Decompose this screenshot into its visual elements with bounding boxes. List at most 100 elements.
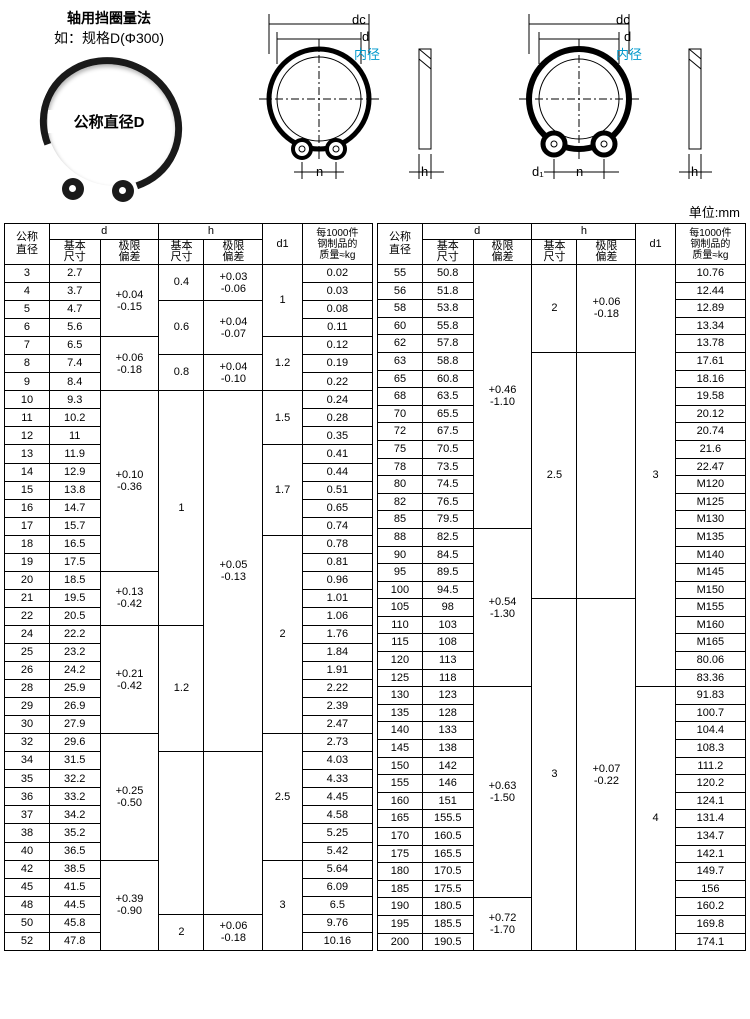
cell-nd: 4	[5, 283, 50, 301]
cell-d: 63.5	[422, 388, 473, 406]
cell-h-tol: +0.05-0.13	[204, 391, 263, 752]
hdr-d1: d1	[263, 224, 302, 265]
cell-d: 70.5	[422, 440, 473, 458]
cell-nd: 135	[378, 704, 423, 722]
cell-d1: 1.2	[263, 337, 302, 391]
cell-weight: M125	[675, 493, 745, 511]
cell-h: 3	[532, 599, 577, 951]
cell-d: 67.5	[422, 423, 473, 441]
cell-d-tol: +0.06-0.18	[100, 337, 159, 391]
cell-weight: M145	[675, 564, 745, 582]
cell-d: 89.5	[422, 564, 473, 582]
cell-nd: 72	[378, 423, 423, 441]
cell-nd: 19	[5, 553, 50, 571]
label-n-2: n	[576, 164, 583, 179]
table-body-left: 32.7+0.04-0.150.4+0.03-0.0610.0243.70.03…	[5, 265, 373, 951]
cell-d: 123	[422, 687, 473, 705]
cell-weight: 12.89	[675, 300, 745, 318]
label-h-2: h	[691, 164, 698, 179]
cell-weight: 0.41	[302, 445, 372, 463]
cell-d-tol: +0.46-1.10	[473, 265, 532, 529]
cell-weight: 100.7	[675, 704, 745, 722]
cell-weight: 0.96	[302, 571, 372, 589]
hdr-h: h	[532, 224, 636, 240]
cell-d: 12.9	[49, 463, 100, 481]
cell-weight: M160	[675, 616, 745, 634]
cell-weight: 124.1	[675, 792, 745, 810]
cell-weight: 13.34	[675, 317, 745, 335]
cell-d: 51.8	[422, 282, 473, 300]
cell-weight: 142.1	[675, 845, 745, 863]
cell-nd: 24	[5, 625, 50, 643]
cell-weight: M165	[675, 634, 745, 652]
cell-d: 33.2	[49, 788, 100, 806]
hdr-d-base: 基本尺寸	[422, 240, 473, 265]
cell-nd: 150	[378, 757, 423, 775]
cell-d: 31.5	[49, 752, 100, 770]
cell-d: 16.5	[49, 535, 100, 553]
cell-weight: 1.01	[302, 589, 372, 607]
cell-h-tol	[577, 352, 636, 598]
cell-d: 58.8	[422, 352, 473, 370]
cell-weight: 2.47	[302, 716, 372, 734]
cell-d-tol: +0.13-0.42	[100, 571, 159, 625]
cell-weight: M120	[675, 476, 745, 494]
cell-nd: 13	[5, 445, 50, 463]
table-head-left: 公称直径 d h d1 每1000件钢制品的质量≈kg 基本尺寸 极限偏差 基本…	[5, 224, 373, 265]
cell-weight: 131.4	[675, 810, 745, 828]
cell-nd: 125	[378, 669, 423, 687]
cell-d: 17.5	[49, 553, 100, 571]
cell-weight: 111.2	[675, 757, 745, 775]
hdr-weight: 每1000件钢制品的质量≈kg	[302, 224, 372, 265]
cell-weight: 10.76	[675, 265, 745, 283]
cell-nd: 165	[378, 810, 423, 828]
table-body-right: 5550.8+0.46-1.102+0.06-0.18310.765651.81…	[378, 265, 746, 951]
cell-d1: 3	[263, 860, 302, 951]
cell-weight: 80.06	[675, 652, 745, 670]
cell-d: 22.2	[49, 625, 100, 643]
cell-weight: 18.16	[675, 370, 745, 388]
cell-weight: 0.74	[302, 517, 372, 535]
cell-d: 45.8	[49, 914, 100, 932]
cell-nd: 63	[378, 352, 423, 370]
cell-nd: 20	[5, 571, 50, 589]
cell-h-tol	[204, 752, 263, 914]
cell-weight: 0.08	[302, 301, 372, 319]
cell-nd: 11	[5, 409, 50, 427]
cell-d: 9.3	[49, 391, 100, 409]
cell-nd: 105	[378, 599, 423, 617]
cell-nd: 30	[5, 716, 50, 734]
cell-nd: 115	[378, 634, 423, 652]
cell-d: 15.7	[49, 517, 100, 535]
cell-weight: 1.76	[302, 625, 372, 643]
cell-d-tol: +0.54-1.30	[473, 528, 532, 686]
cell-d: 23.2	[49, 643, 100, 661]
cell-d: 55.8	[422, 317, 473, 335]
cell-nd: 155	[378, 775, 423, 793]
cell-nd: 37	[5, 806, 50, 824]
cell-nd: 34	[5, 752, 50, 770]
cell-weight: 0.81	[302, 553, 372, 571]
cell-nd: 88	[378, 528, 423, 546]
label-n: n	[316, 164, 323, 179]
cell-d: 74.5	[422, 476, 473, 494]
schematic-front-2: dc d 内径 d₁ n h	[484, 4, 734, 184]
cell-nd: 58	[378, 300, 423, 318]
cell-d-tol: +0.72-1.70	[473, 898, 532, 951]
cell-nd: 10	[5, 391, 50, 409]
cell-d: 38.5	[49, 860, 100, 878]
table-row: 5045.82+0.06-0.189.76	[5, 914, 373, 932]
cell-d: 14.7	[49, 499, 100, 517]
cell-h-tol: +0.04-0.07	[204, 301, 263, 355]
cell-d: 79.5	[422, 511, 473, 529]
cell-d: 5.6	[49, 319, 100, 337]
cell-d: 138	[422, 740, 473, 758]
cell-d: 47.8	[49, 932, 100, 950]
label-h: h	[421, 164, 428, 179]
cell-weight: 174.1	[675, 933, 745, 951]
cell-nd: 140	[378, 722, 423, 740]
cell-nd: 7	[5, 337, 50, 355]
table-row: 6358.82.517.61	[378, 352, 746, 370]
cell-nd: 25	[5, 643, 50, 661]
cell-weight: 91.83	[675, 687, 745, 705]
